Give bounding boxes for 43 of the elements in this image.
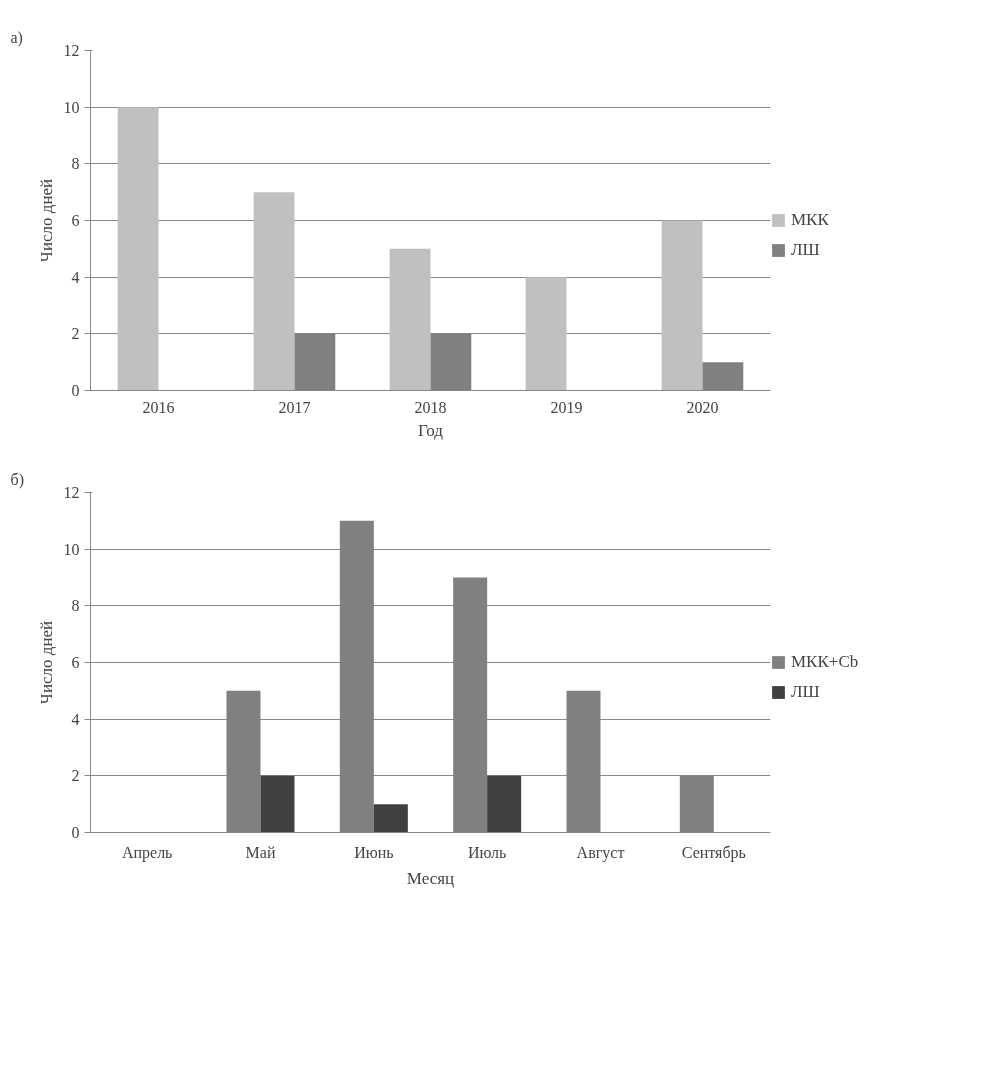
x-axis-title: Месяц xyxy=(406,868,455,888)
text: а) xyxy=(10,28,23,47)
legend-label: ЛШ xyxy=(791,682,820,702)
y-tick-label: 10 xyxy=(63,98,80,116)
y-tick-label: 4 xyxy=(71,710,80,728)
y-tick-label: 0 xyxy=(71,382,80,399)
bar xyxy=(373,804,408,833)
x-tick-label: 2019 xyxy=(550,398,583,416)
y-tick-label: 6 xyxy=(71,212,80,229)
text: б) xyxy=(10,470,24,489)
bar xyxy=(487,775,522,833)
y-tick-label: 6 xyxy=(71,654,80,671)
y-tick-label: 2 xyxy=(71,767,80,785)
x-tick-label: Август xyxy=(576,843,625,862)
y-tick-label: 2 xyxy=(71,325,80,343)
x-tick-label: Сентябрь xyxy=(681,843,746,862)
x-tick-label: 2017 xyxy=(278,398,311,416)
y-tick-label: 4 xyxy=(71,268,80,286)
legend-label: МКК xyxy=(791,210,829,230)
y-tick-label: 12 xyxy=(63,42,80,59)
legend-label: ЛШ xyxy=(791,240,820,260)
x-tick-label: 2016 xyxy=(142,398,175,416)
x-tick-label: Май xyxy=(245,843,276,861)
y-tick-label: 8 xyxy=(71,155,80,173)
bar xyxy=(389,248,431,391)
bar xyxy=(661,220,703,391)
y-tick-label: 10 xyxy=(63,540,80,558)
y-axis-title: Число дней xyxy=(36,620,56,705)
legend-label: МКК+Cb xyxy=(791,652,859,672)
y-axis-title: Число дней xyxy=(36,178,56,263)
x-tick-label: 2020 xyxy=(686,398,719,416)
y-tick-label: 8 xyxy=(71,597,80,615)
bar xyxy=(117,107,159,391)
x-tick-label: Апрель xyxy=(121,843,173,862)
bar xyxy=(253,192,295,391)
x-tick-label: 2018 xyxy=(414,398,447,416)
x-axis-title: Год xyxy=(418,420,444,440)
bar xyxy=(525,277,567,391)
bar xyxy=(260,775,295,833)
x-tick-label: Июнь xyxy=(354,843,394,861)
y-tick-label: 12 xyxy=(63,484,80,501)
x-tick-label: Июль xyxy=(467,843,507,861)
y-tick-label: 0 xyxy=(71,824,80,841)
